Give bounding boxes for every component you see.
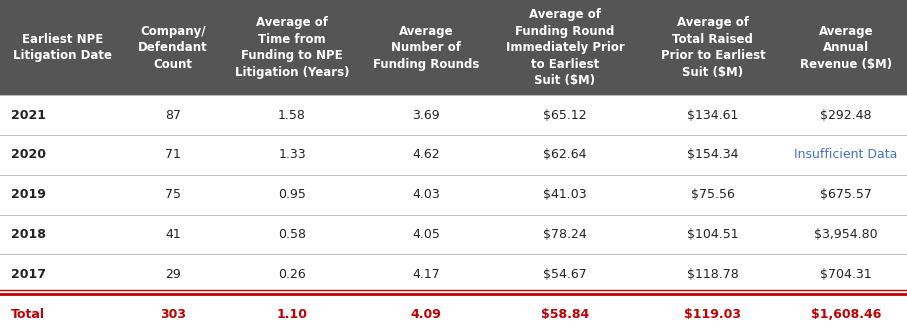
Text: Average of
Time from
Funding to NPE
Litigation (Years): Average of Time from Funding to NPE Liti…: [235, 16, 349, 79]
Bar: [0, 0, 907, 95]
Text: $58.84: $58.84: [541, 308, 590, 321]
Text: $119.03: $119.03: [685, 308, 741, 321]
Text: $118.78: $118.78: [687, 268, 739, 281]
Text: Total: Total: [11, 308, 44, 321]
Text: $134.61: $134.61: [688, 109, 738, 122]
Text: 4.62: 4.62: [413, 148, 440, 161]
Text: 1.33: 1.33: [278, 148, 306, 161]
Text: $78.24: $78.24: [543, 228, 587, 241]
Text: 2019: 2019: [11, 188, 45, 201]
Text: 1.10: 1.10: [277, 308, 307, 321]
Text: 0.26: 0.26: [278, 268, 306, 281]
Text: $41.03: $41.03: [543, 188, 587, 201]
Text: $62.64: $62.64: [543, 148, 587, 161]
Text: $1,608.46: $1,608.46: [811, 308, 881, 321]
Text: 3.69: 3.69: [413, 109, 440, 122]
Text: Insufficient Data: Insufficient Data: [795, 148, 897, 161]
Text: $3,954.80: $3,954.80: [814, 228, 878, 241]
Text: 41: 41: [165, 228, 180, 241]
Text: 4.09: 4.09: [411, 308, 442, 321]
Text: Earliest NPE
Litigation Date: Earliest NPE Litigation Date: [13, 33, 112, 62]
Text: 2017: 2017: [11, 268, 46, 281]
Text: 4.03: 4.03: [413, 188, 440, 201]
Text: 2021: 2021: [11, 109, 46, 122]
Text: 0.58: 0.58: [278, 228, 306, 241]
Text: $704.31: $704.31: [820, 268, 872, 281]
Text: Average
Annual
Revenue ($M): Average Annual Revenue ($M): [800, 25, 892, 70]
Text: $104.51: $104.51: [688, 228, 738, 241]
Text: Average
Number of
Funding Rounds: Average Number of Funding Rounds: [373, 25, 480, 70]
Text: Average of
Total Raised
Prior to Earliest
Suit ($M): Average of Total Raised Prior to Earlies…: [660, 16, 766, 79]
Text: $54.67: $54.67: [543, 268, 587, 281]
Text: 1.58: 1.58: [278, 109, 306, 122]
Text: 4.17: 4.17: [413, 268, 440, 281]
Text: 4.05: 4.05: [413, 228, 440, 241]
Text: 71: 71: [165, 148, 180, 161]
Text: $75.56: $75.56: [691, 188, 735, 201]
Text: 303: 303: [160, 308, 186, 321]
Text: $675.57: $675.57: [820, 188, 872, 201]
Text: Company/
Defendant
Count: Company/ Defendant Count: [138, 25, 208, 70]
Text: 0.95: 0.95: [278, 188, 306, 201]
Text: $65.12: $65.12: [543, 109, 587, 122]
Text: Average of
Funding Round
Immediately Prior
to Earliest
Suit ($M): Average of Funding Round Immediately Pri…: [506, 8, 624, 87]
Text: 29: 29: [165, 268, 180, 281]
Text: 75: 75: [165, 188, 180, 201]
Text: 2018: 2018: [11, 228, 45, 241]
Bar: [0, 294, 907, 334]
Text: 2020: 2020: [11, 148, 46, 161]
Text: 87: 87: [165, 109, 180, 122]
Text: $154.34: $154.34: [688, 148, 738, 161]
Text: $292.48: $292.48: [820, 109, 872, 122]
